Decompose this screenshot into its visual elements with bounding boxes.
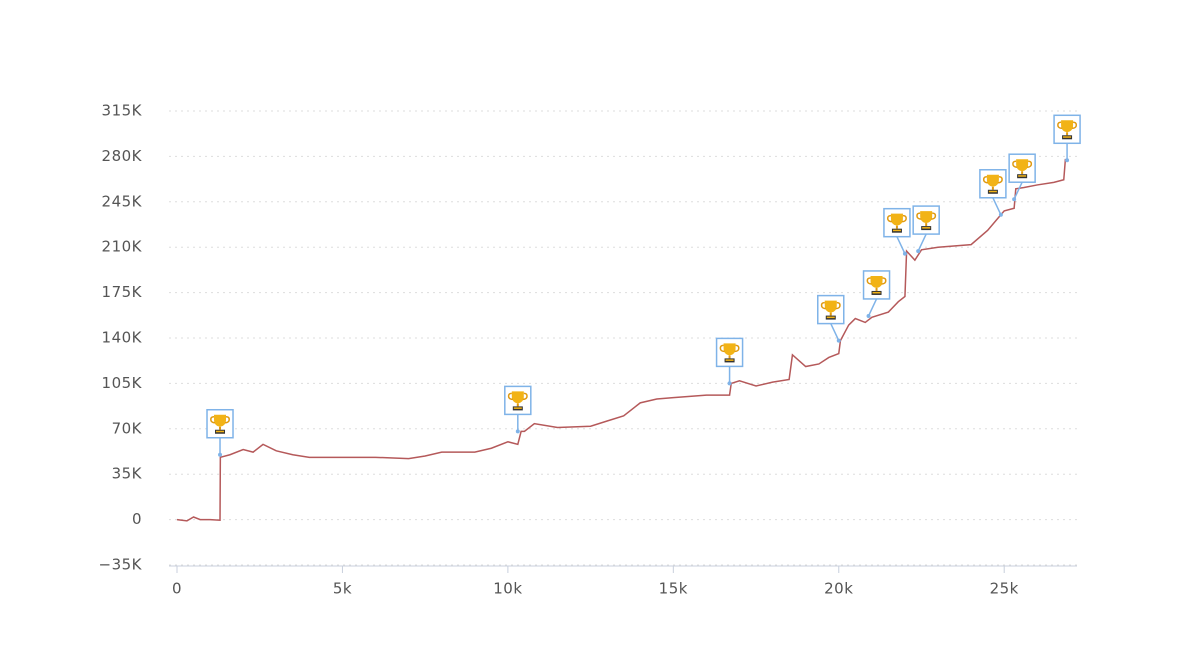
trophy-icon [1008, 153, 1036, 183]
y-tick-label: 315K [102, 102, 143, 120]
marker-connector [896, 236, 906, 255]
marker-connector [992, 197, 1002, 216]
trophy-icon [817, 294, 845, 325]
x-tick-label: 0 [172, 580, 182, 598]
trophy-icon [504, 385, 532, 416]
trophy-icon [715, 337, 744, 368]
x-tick-label: 20k [824, 580, 853, 598]
marker-point [727, 381, 732, 386]
marker-point [836, 338, 841, 343]
y-tick-label: 70K [112, 419, 143, 437]
trophy-icon [979, 169, 1007, 199]
trophy-icon [1053, 114, 1081, 145]
marker-connector [1013, 181, 1023, 200]
x-tick-label: 5k [333, 580, 352, 598]
marker-connector [867, 298, 878, 317]
marker-connector [917, 233, 927, 252]
x-tick-label: 15k [659, 580, 688, 598]
marker-point [902, 251, 907, 256]
y-tick-label: 210K [102, 238, 143, 256]
marker-point [1065, 158, 1070, 163]
marker-point [218, 452, 223, 457]
y-tick-label: 280K [102, 147, 143, 165]
y-tick-label: 35K [112, 465, 143, 483]
y-tick-label: 140K [102, 329, 143, 347]
trophy-icon [912, 205, 940, 235]
y-tick-label: 0 [132, 510, 142, 528]
trophy-icon [883, 207, 911, 238]
line [176, 158, 1067, 522]
y-tick-label: 245K [102, 192, 143, 210]
y-tick-label: −35K [99, 556, 143, 574]
marker-point [916, 249, 921, 254]
marker-point [1012, 197, 1017, 202]
y-tick-label: 175K [102, 283, 143, 301]
y-tick-label: 105K [102, 374, 143, 392]
x-tick-label: 10k [493, 580, 522, 598]
x-tick-label: 25k [990, 580, 1019, 598]
trophy-icon [862, 270, 891, 300]
trophy-icon [206, 408, 234, 439]
marker-connector [830, 323, 840, 341]
marker-point [998, 212, 1003, 217]
marker-point [866, 313, 871, 318]
marker-point [515, 429, 520, 434]
